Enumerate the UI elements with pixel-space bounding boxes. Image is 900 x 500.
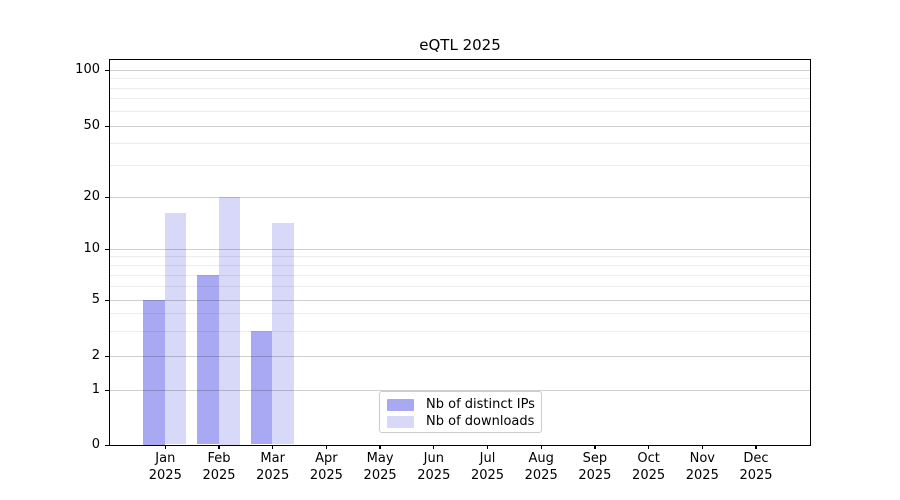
gridline-minor — [109, 165, 810, 167]
y-tick-mark — [104, 69, 109, 71]
gridline-major — [109, 299, 810, 301]
x-tick-mark — [218, 445, 220, 449]
gridline-major — [109, 248, 810, 250]
x-tick-mark — [647, 445, 650, 449]
gridline-minor — [109, 264, 810, 266]
x-tick-year: 2025 — [685, 468, 719, 483]
gridline-major — [109, 69, 810, 71]
x-tick-month: Oct — [637, 451, 660, 466]
x-tick-label-jul: Jul 2025 — [456, 450, 520, 484]
x-tick-label-mar: Mar 2025 — [241, 450, 305, 484]
x-tick-mark — [325, 445, 328, 449]
x-tick-mark — [594, 445, 596, 449]
y-tick-label: 20 — [83, 189, 100, 204]
x-tick-label-sep: Sep 2025 — [563, 450, 627, 484]
x-tick-year: 2025 — [578, 468, 612, 483]
y-tick-mark — [104, 444, 109, 446]
gridline-major — [109, 125, 810, 127]
gridline-minor — [109, 256, 810, 258]
x-tick-month: Nov — [689, 451, 715, 466]
bar-downloads-mar — [272, 223, 294, 445]
x-tick-label-feb: Feb 2025 — [187, 450, 251, 484]
gridline-major — [109, 196, 810, 198]
x-tick-mark — [164, 445, 166, 449]
x-tick-mark — [433, 445, 435, 449]
legend-swatch-distinct-ips — [387, 398, 414, 411]
bar-downloads-jan — [164, 213, 187, 445]
x-tick-month: Mar — [260, 451, 285, 466]
gridline-minor — [109, 142, 810, 144]
bar-distinct-ips-jan — [143, 299, 165, 445]
y-tick-mark — [104, 299, 109, 301]
x-tick-month: Dec — [743, 451, 769, 466]
x-tick-mark — [272, 445, 274, 449]
y-tick-label: 1 — [91, 382, 100, 397]
x-tick-year: 2025 — [148, 468, 182, 483]
gridline-major — [109, 389, 810, 391]
y-tick-label: 5 — [91, 292, 100, 307]
chart-title: eQTL 2025 — [419, 36, 501, 54]
gridline-minor — [109, 286, 810, 288]
plot-area — [108, 58, 811, 446]
x-tick-month: Sep — [582, 451, 608, 466]
bar-downloads-feb — [218, 196, 240, 445]
x-tick-year: 2025 — [632, 468, 666, 483]
gridline-minor — [109, 110, 810, 112]
x-tick-label-jun: Jun 2025 — [402, 450, 466, 484]
x-tick-month: Feb — [207, 451, 231, 466]
x-tick-mark — [486, 445, 489, 449]
gridline-minor — [109, 87, 810, 89]
y-tick-mark — [104, 355, 109, 357]
y-tick-label: 2 — [91, 348, 100, 363]
y-tick-label: 0 — [91, 437, 100, 452]
x-tick-mark — [701, 445, 703, 449]
y-tick-label: 100 — [75, 62, 100, 77]
x-tick-label-apr: Apr 2025 — [294, 450, 358, 484]
x-tick-year: 2025 — [470, 468, 505, 483]
x-tick-label-nov: Nov 2025 — [670, 450, 734, 484]
gridline-minor — [109, 98, 810, 100]
x-tick-month: Jan — [155, 451, 176, 466]
bar-distinct-ips-feb — [197, 274, 219, 445]
x-tick-year: 2025 — [739, 468, 773, 483]
x-tick-label-dec: Dec 2025 — [724, 450, 788, 484]
x-tick-month: May — [366, 451, 394, 466]
x-tick-year: 2025 — [417, 468, 451, 483]
gridline-minor — [109, 313, 810, 315]
gridline-minor — [109, 330, 810, 332]
legend-label-distinct-ips: Nb of distinct IPs — [426, 397, 535, 412]
legend-label-downloads: Nb of downloads — [426, 414, 535, 429]
y-tick-label: 50 — [83, 118, 100, 133]
gridline-major — [109, 355, 810, 357]
y-tick-mark — [104, 196, 109, 198]
x-tick-year: 2025 — [202, 468, 236, 483]
x-tick-year: 2025 — [309, 468, 343, 483]
x-tick-year: 2025 — [256, 468, 290, 483]
y-tick-mark — [104, 125, 109, 127]
x-tick-mark — [755, 445, 757, 449]
y-tick-mark — [104, 389, 109, 391]
x-tick-mark — [540, 445, 542, 449]
gridline-minor — [109, 78, 810, 79]
legend-row-downloads: Nb of downloads — [387, 413, 535, 430]
legend-swatch-downloads — [387, 415, 414, 428]
legend: Nb of distinct IPs Nb of downloads — [379, 391, 542, 433]
x-tick-month: Apr — [315, 451, 338, 466]
bar-distinct-ips-mar — [250, 330, 273, 445]
x-tick-month: Jul — [479, 451, 496, 466]
legend-row-distinct-ips: Nb of distinct IPs — [387, 396, 535, 413]
x-tick-label-jan: Jan 2025 — [133, 450, 197, 484]
x-tick-year: 2025 — [524, 468, 558, 483]
x-tick-label-may: May 2025 — [348, 450, 412, 484]
gridline-minor — [109, 274, 810, 276]
y-tick-label: 10 — [83, 241, 100, 256]
x-tick-month: Jun — [423, 451, 444, 466]
x-tick-month: Aug — [528, 451, 554, 466]
x-tick-label-oct: Oct 2025 — [617, 450, 681, 484]
x-tick-label-aug: Aug 2025 — [509, 450, 573, 484]
x-tick-mark — [379, 445, 381, 449]
x-tick-year: 2025 — [363, 468, 397, 483]
y-tick-mark — [104, 248, 109, 250]
